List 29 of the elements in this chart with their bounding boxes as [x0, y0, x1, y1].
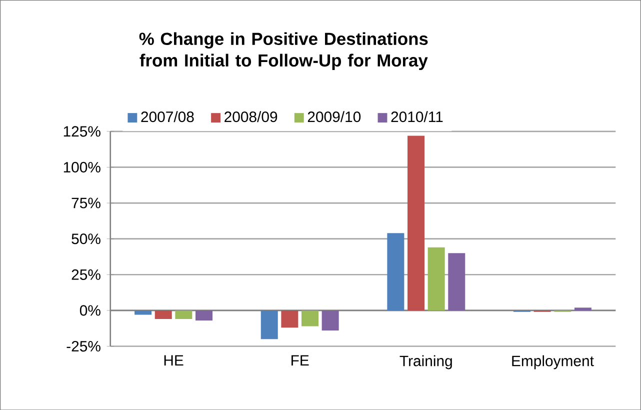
chart-title: % Change in Positive Destinations from Initial to Follow-Up for Moray — [139, 32, 428, 70]
legend-label: 2007/08 — [141, 110, 194, 122]
bar — [196, 310, 212, 320]
legend-label: 2008/09 — [224, 110, 278, 122]
x-tick-label: Employment — [512, 355, 594, 370]
x-tick-label: HE — [164, 355, 184, 366]
x-tick-label: Training — [400, 355, 452, 370]
legend-label: 2010/11 — [391, 110, 443, 122]
bar — [134, 310, 152, 315]
y-tick-label: -25% — [66, 340, 100, 352]
bar — [154, 310, 172, 319]
bar — [260, 310, 278, 339]
bar — [281, 310, 298, 328]
bar — [428, 247, 445, 310]
y-tick-label: 100% — [64, 162, 100, 172]
y-tick-label: 125% — [64, 126, 100, 137]
bar — [387, 232, 404, 310]
legend-label: 2009/10 — [308, 110, 361, 122]
bar — [574, 307, 592, 310]
x-tick-label: FE — [292, 355, 309, 366]
y-tick-label: 50% — [72, 233, 100, 244]
bar — [302, 310, 318, 326]
bar — [407, 136, 424, 310]
bar — [322, 310, 339, 330]
bar — [175, 310, 192, 319]
y-tick-label: 75% — [72, 198, 100, 208]
y-tick-label: 25% — [72, 269, 100, 280]
bar — [448, 252, 466, 310]
y-tick-label: 0% — [80, 304, 100, 316]
